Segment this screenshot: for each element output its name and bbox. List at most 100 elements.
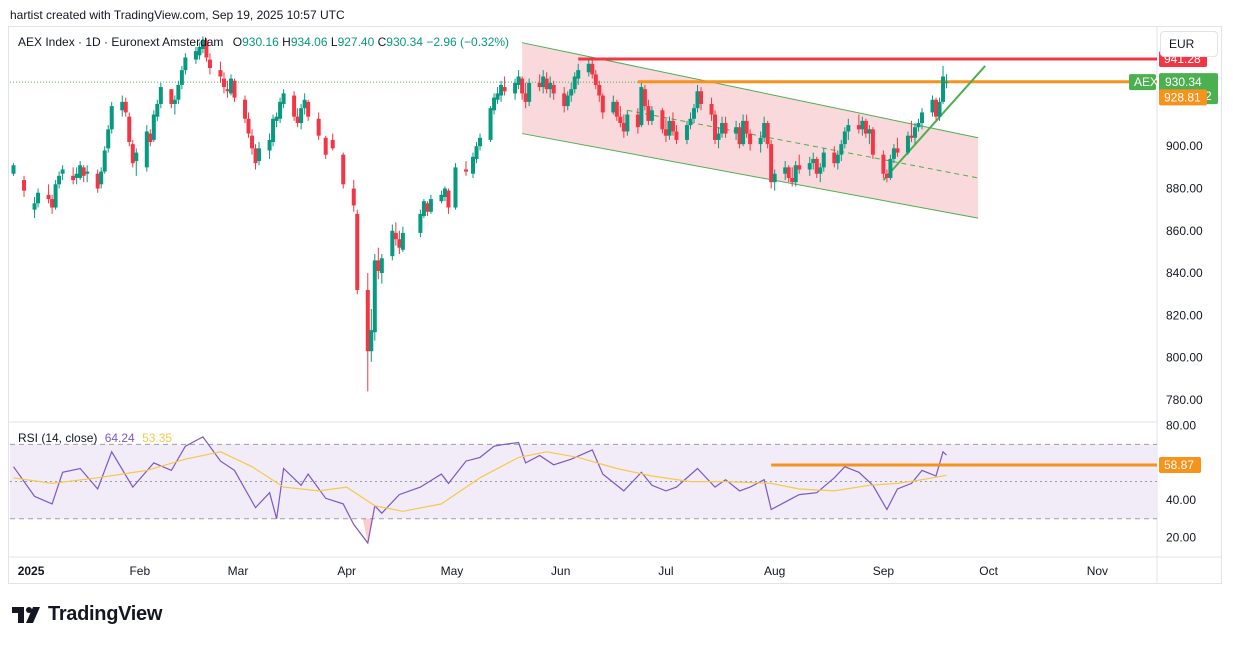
candle-body [930,99,935,113]
candle [428,194,433,214]
candle [32,196,37,219]
time-tick-label: Nov [1087,564,1108,578]
candle-body [85,171,90,174]
symbol-tag: AEX [1134,75,1158,89]
candle [228,74,233,96]
candle [709,97,714,121]
candle-body [274,116,279,121]
candle [639,82,644,128]
candle-body [421,201,426,216]
candle-body [369,330,374,352]
candle-body [22,180,27,191]
tradingview-logo-icon [12,606,40,623]
high-value: 934.06 [290,35,328,49]
candle [71,167,76,185]
currency-button[interactable]: EUR [1160,31,1218,57]
candle [148,129,153,147]
candle [523,82,528,109]
candle [341,152,346,189]
candle [292,91,297,121]
candle [860,116,865,136]
candle [614,99,619,121]
candle [144,125,149,172]
candle [453,163,458,210]
time-tick-label: Apr [337,564,356,578]
candle [302,93,307,115]
candle [548,76,553,98]
open-value: 930.16 [242,35,279,49]
candle-body [814,158,819,174]
candle [442,186,447,202]
candle [22,175,27,197]
candle [912,122,917,145]
candle [130,139,135,168]
candle-body [246,118,251,134]
candle-body [502,87,507,92]
candle-body [944,82,949,84]
candle [870,127,875,159]
tradingview-logo[interactable]: TradingView [12,603,162,626]
candle-body [769,144,774,183]
candle-body [919,112,924,123]
candle [797,154,802,174]
candle [390,224,395,261]
candle-body [299,108,304,123]
symbol-legend[interactable]: AEX Index · 1D · Euronext Amsterdam O930… [18,35,509,49]
candle-body [909,135,914,138]
candle-body [316,118,321,136]
candle [232,78,237,102]
candle-body [281,93,286,104]
candle [225,80,230,98]
candle [867,125,872,145]
rsi-value: 64.24 [104,431,135,445]
candle-body [821,152,826,168]
candle [590,59,595,79]
candle [36,188,41,208]
candle [421,199,426,219]
candle-body [330,139,335,149]
candle-body [379,258,384,274]
candle-body [737,127,742,145]
candle-body [228,78,233,94]
channel-lower-line [522,133,979,219]
candle-body [200,40,205,50]
candle-body [520,78,525,94]
candle [120,95,125,117]
candle [323,135,328,159]
candle [243,95,248,123]
candle-body [744,120,749,134]
candle-body [50,199,55,208]
candle-body [442,188,447,197]
candle-body [523,93,528,102]
candle [888,154,893,181]
candle-body [593,74,598,85]
close-label: C [377,35,387,49]
candle-body [870,129,875,155]
candle [734,120,739,140]
candle [278,97,283,123]
candle [193,46,198,64]
rsi-legend[interactable]: RSI (14, close) 64.24 53.35 [18,431,172,445]
close-value: 930.34 [386,35,423,49]
candle [172,95,177,115]
candle [474,142,479,164]
candle-body [642,89,647,107]
candle [713,110,718,145]
candle-body [232,80,237,98]
candle-body [572,76,577,90]
candle [905,131,910,155]
open-label: O [232,35,243,49]
time-tick-label: Jun [551,564,570,578]
candle-body [292,95,297,117]
candle [351,180,356,212]
candle [463,161,468,176]
chart-frame [8,26,1222,584]
candle [376,247,381,280]
candle [934,97,939,121]
candle-body [323,137,328,155]
candle-body [221,78,226,88]
time-tick-label: 2025 [18,564,45,578]
candle-body [663,129,668,136]
candle [765,120,770,149]
